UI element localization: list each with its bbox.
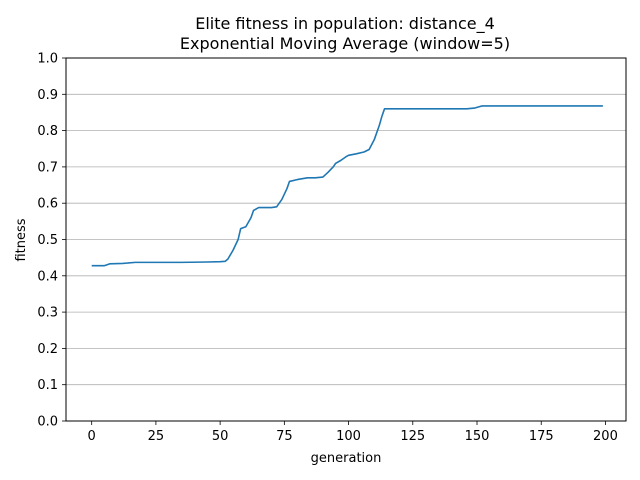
- chart-subtitle: Exponential Moving Average (window=5): [180, 34, 510, 53]
- y-tick-label: 0.6: [37, 197, 58, 212]
- x-tick-label: 200: [593, 429, 618, 444]
- x-tick-label: 100: [336, 429, 361, 444]
- series-line: [91, 105, 603, 267]
- y-tick-label: 0.7: [37, 160, 58, 175]
- y-tick-label: 0.5: [37, 233, 58, 248]
- y-tick-label: 0.0: [37, 415, 58, 430]
- x-tick-label: 50: [212, 429, 229, 444]
- y-tick-label: 1.0: [37, 52, 58, 67]
- x-tick-label: 150: [465, 429, 490, 444]
- y-tick-label: 0.8: [37, 124, 58, 139]
- y-tick-label: 0.9: [37, 88, 58, 103]
- x-tick-label: 75: [276, 429, 293, 444]
- y-axis-label: fitness: [14, 218, 29, 261]
- x-tick-label: 0: [88, 429, 96, 444]
- x-tick-label: 125: [400, 429, 425, 444]
- x-axis: 0 25 50 75 100 125 150 175 200: [88, 421, 618, 444]
- chart-title: Elite fitness in population: distance_4: [195, 14, 495, 34]
- y-tick-label: 0.2: [37, 342, 58, 357]
- y-tick-label: 0.4: [37, 269, 58, 284]
- x-tick-label: 175: [529, 429, 554, 444]
- x-tick-label: 25: [148, 429, 165, 444]
- y-axis: 0.0 0.1 0.2 0.3 0.4 0.5 0.6 0.7 0.8 0.9 1.0: [37, 52, 66, 430]
- y-tick-label: 0.1: [37, 378, 58, 393]
- series-layer: [91, 105, 603, 267]
- x-axis-label: generation: [311, 451, 382, 466]
- y-tick-label: 0.3: [37, 306, 58, 321]
